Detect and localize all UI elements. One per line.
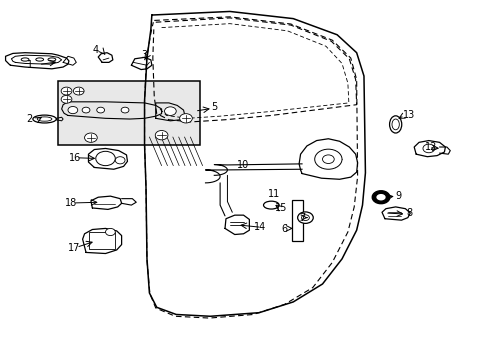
Text: 13: 13 xyxy=(403,110,415,120)
Text: 5: 5 xyxy=(211,102,217,112)
Circle shape xyxy=(61,87,72,95)
Circle shape xyxy=(322,155,333,163)
Ellipse shape xyxy=(33,115,56,123)
Text: 2: 2 xyxy=(26,114,32,124)
Circle shape xyxy=(179,114,192,123)
Text: 14: 14 xyxy=(253,222,265,231)
Text: 11: 11 xyxy=(267,189,279,199)
Circle shape xyxy=(96,151,115,166)
Ellipse shape xyxy=(389,116,401,133)
Circle shape xyxy=(164,107,176,116)
Circle shape xyxy=(314,149,341,169)
FancyBboxPatch shape xyxy=(58,81,199,145)
Ellipse shape xyxy=(391,119,399,130)
Ellipse shape xyxy=(263,201,279,209)
Circle shape xyxy=(121,107,129,113)
Circle shape xyxy=(97,107,104,113)
Bar xyxy=(292,200,303,241)
Circle shape xyxy=(68,107,78,114)
Text: 7: 7 xyxy=(298,213,305,222)
Circle shape xyxy=(422,144,434,153)
Text: 6: 6 xyxy=(281,224,287,234)
Ellipse shape xyxy=(48,58,56,61)
Circle shape xyxy=(105,228,115,235)
Text: 15: 15 xyxy=(274,203,286,213)
Circle shape xyxy=(73,87,84,95)
Text: 18: 18 xyxy=(65,198,78,208)
Circle shape xyxy=(82,107,90,113)
Circle shape xyxy=(301,215,309,221)
Text: 4: 4 xyxy=(93,45,99,55)
Ellipse shape xyxy=(37,117,52,121)
Circle shape xyxy=(297,212,313,224)
Text: 10: 10 xyxy=(237,160,249,170)
Text: 16: 16 xyxy=(68,153,81,163)
Circle shape xyxy=(155,131,167,140)
Text: 9: 9 xyxy=(395,191,401,201)
Circle shape xyxy=(115,157,125,164)
Circle shape xyxy=(84,133,97,142)
Text: 8: 8 xyxy=(406,208,411,219)
Bar xyxy=(89,231,115,249)
Ellipse shape xyxy=(21,58,29,61)
Text: 1: 1 xyxy=(27,59,33,69)
Ellipse shape xyxy=(36,58,43,61)
Text: 3: 3 xyxy=(141,50,147,60)
Text: 12: 12 xyxy=(424,142,436,152)
Circle shape xyxy=(61,95,72,103)
Text: 17: 17 xyxy=(67,243,80,253)
